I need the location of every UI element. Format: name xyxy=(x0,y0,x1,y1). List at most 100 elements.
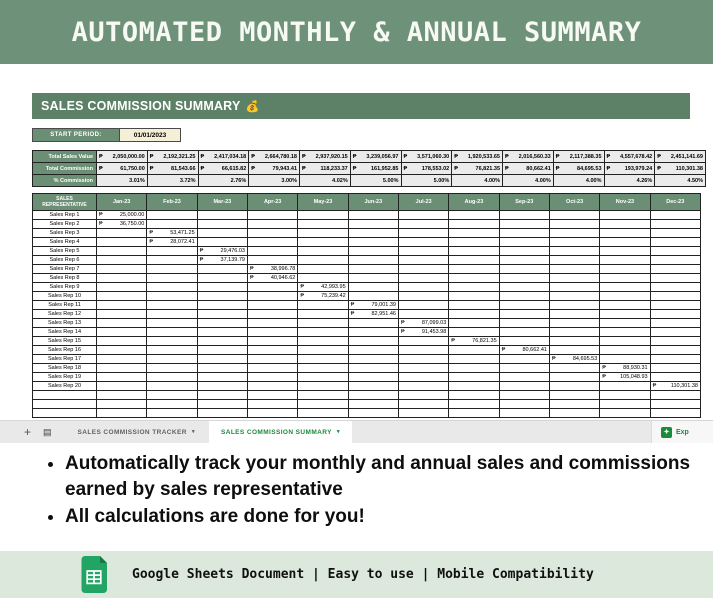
commission-cell[interactable] xyxy=(147,265,198,274)
commission-cell[interactable] xyxy=(499,247,550,256)
commission-cell[interactable] xyxy=(197,292,248,301)
commission-cell[interactable] xyxy=(97,337,148,346)
commission-cell[interactable] xyxy=(298,310,349,319)
commission-cell[interactable] xyxy=(348,319,399,328)
commission-cell[interactable] xyxy=(398,256,450,265)
commission-cell[interactable] xyxy=(298,337,349,346)
commission-cell[interactable] xyxy=(499,283,550,292)
totals-cell[interactable]: ₱ 84,695.53 xyxy=(553,163,605,175)
commission-cell[interactable] xyxy=(499,328,550,337)
commission-cell[interactable] xyxy=(398,373,450,382)
commission-cell[interactable] xyxy=(398,238,450,247)
commission-cell[interactable] xyxy=(247,310,299,319)
tab-sales-commission-summary[interactable]: SALES COMMISSION SUMMARY ▾ xyxy=(208,421,352,443)
commission-cell[interactable] xyxy=(197,220,248,229)
commission-cell[interactable] xyxy=(650,256,701,265)
commission-cell[interactable] xyxy=(147,283,198,292)
rep-name-cell[interactable] xyxy=(33,391,97,400)
commission-cell[interactable] xyxy=(147,211,198,220)
commission-cell[interactable] xyxy=(298,409,349,418)
rep-name-cell[interactable]: Sales Rep 16 xyxy=(33,346,97,355)
commission-cell[interactable] xyxy=(398,355,450,364)
commission-cell[interactable] xyxy=(499,301,550,310)
commission-cell[interactable] xyxy=(398,391,450,400)
commission-cell[interactable] xyxy=(247,220,299,229)
commission-cell[interactable] xyxy=(449,301,500,310)
commission-cell[interactable] xyxy=(97,283,148,292)
commission-cell[interactable] xyxy=(197,283,248,292)
commission-cell[interactable] xyxy=(449,355,500,364)
commission-cell[interactable] xyxy=(348,283,399,292)
commission-cell[interactable] xyxy=(650,319,701,328)
commission-cell[interactable] xyxy=(147,355,198,364)
totals-cell[interactable]: 4.26% xyxy=(604,175,656,187)
commission-cell[interactable] xyxy=(247,373,299,382)
commission-cell[interactable]: ₱ 79,001.39 xyxy=(348,301,399,310)
totals-cell[interactable]: ₱ 2,192,321.25 xyxy=(147,151,199,163)
rep-name-cell[interactable]: Sales Rep 15 xyxy=(33,337,97,346)
totals-cell[interactable]: ₱ 2,117,388.35 xyxy=(553,151,605,163)
totals-cell[interactable]: 2.76% xyxy=(198,175,250,187)
totals-cell[interactable]: ₱ 61,750.00 xyxy=(97,163,148,175)
commission-cell[interactable]: ₱ 80,662.41 xyxy=(499,346,550,355)
commission-cell[interactable] xyxy=(600,256,651,265)
commission-cell[interactable]: ₱ 29,476.03 xyxy=(197,247,248,256)
commission-cell[interactable] xyxy=(549,247,601,256)
commission-cell[interactable] xyxy=(247,256,299,265)
commission-cell[interactable] xyxy=(600,292,651,301)
commission-cell[interactable] xyxy=(197,319,248,328)
commission-cell[interactable] xyxy=(398,265,450,274)
explore-button[interactable]: ✦ Exp xyxy=(651,421,713,443)
commission-cell[interactable] xyxy=(600,265,651,274)
commission-cell[interactable] xyxy=(247,238,299,247)
commission-cell[interactable] xyxy=(549,220,601,229)
commission-cell[interactable] xyxy=(97,292,148,301)
commission-cell[interactable] xyxy=(449,238,500,247)
commission-cell[interactable] xyxy=(398,382,450,391)
commission-cell[interactable] xyxy=(97,328,148,337)
rep-name-cell[interactable] xyxy=(33,409,97,418)
commission-cell[interactable] xyxy=(197,274,248,283)
commission-cell[interactable] xyxy=(97,382,148,391)
rep-name-cell[interactable]: Sales Rep 10 xyxy=(33,292,97,301)
commission-cell[interactable] xyxy=(147,364,198,373)
commission-cell[interactable] xyxy=(247,229,299,238)
commission-cell[interactable]: ₱ 110,301.38 xyxy=(650,382,701,391)
commission-cell[interactable] xyxy=(449,373,500,382)
commission-cell[interactable] xyxy=(600,319,651,328)
commission-cell[interactable] xyxy=(499,229,550,238)
commission-cell[interactable] xyxy=(298,274,349,283)
commission-cell[interactable] xyxy=(247,283,299,292)
commission-cell[interactable] xyxy=(600,247,651,256)
commission-cell[interactable] xyxy=(499,319,550,328)
commission-cell[interactable] xyxy=(600,346,651,355)
commission-cell[interactable] xyxy=(650,220,701,229)
totals-cell[interactable]: ₱ 3,571,060.30 xyxy=(401,151,453,163)
commission-cell[interactable] xyxy=(247,391,299,400)
commission-cell[interactable] xyxy=(348,247,399,256)
commission-cell[interactable] xyxy=(650,229,701,238)
commission-cell[interactable] xyxy=(549,400,601,409)
rep-name-cell[interactable]: Sales Rep 9 xyxy=(33,283,97,292)
commission-cell[interactable] xyxy=(348,328,399,337)
totals-cell[interactable]: ₱ 2,451,141.69 xyxy=(655,151,706,163)
commission-cell[interactable] xyxy=(298,373,349,382)
rep-name-cell[interactable]: Sales Rep 11 xyxy=(33,301,97,310)
commission-cell[interactable] xyxy=(650,355,701,364)
commission-cell[interactable] xyxy=(449,409,500,418)
commission-cell[interactable] xyxy=(600,220,651,229)
commission-cell[interactable] xyxy=(97,409,148,418)
rep-name-cell[interactable]: Sales Rep 5 xyxy=(33,247,97,256)
commission-cell[interactable] xyxy=(449,220,500,229)
commission-cell[interactable] xyxy=(600,382,651,391)
commission-cell[interactable] xyxy=(449,274,500,283)
commission-cell[interactable] xyxy=(600,301,651,310)
commission-cell[interactable] xyxy=(197,229,248,238)
commission-cell[interactable]: ₱ 88,930.31 xyxy=(600,364,651,373)
totals-cell[interactable]: 4.00% xyxy=(452,175,503,187)
commission-cell[interactable] xyxy=(449,328,500,337)
commission-cell[interactable] xyxy=(348,238,399,247)
commission-cell[interactable] xyxy=(247,301,299,310)
commission-cell[interactable]: ₱ 36,750.00 xyxy=(97,220,148,229)
commission-cell[interactable] xyxy=(499,274,550,283)
